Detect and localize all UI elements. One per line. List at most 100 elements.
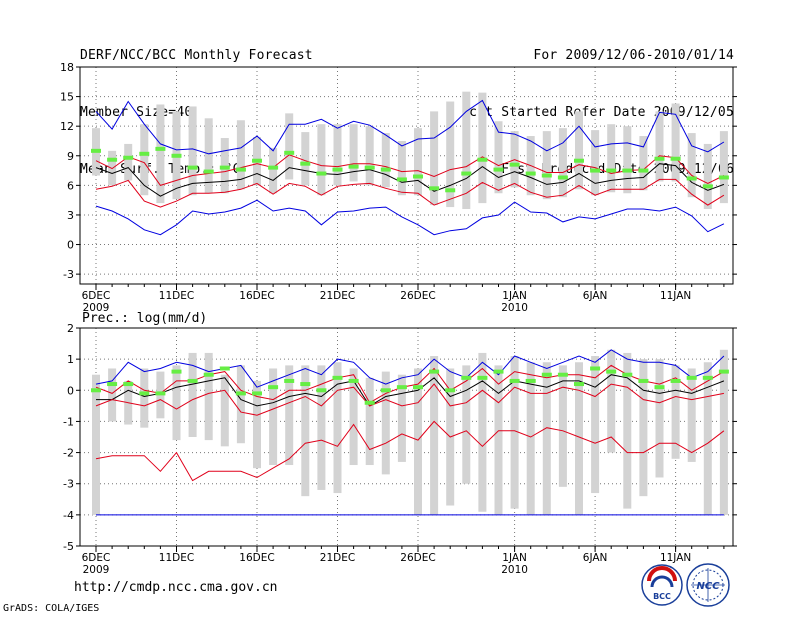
observed-marker: [284, 378, 295, 383]
spread-box: [365, 126, 374, 186]
spread-box: [317, 365, 326, 490]
spread-box: [430, 111, 439, 206]
spread-box: [397, 140, 406, 196]
spread-box: [414, 368, 422, 515]
spread-box: [269, 147, 278, 194]
observed-marker: [574, 382, 584, 387]
observed-marker: [525, 378, 536, 383]
observed-marker: [702, 184, 713, 189]
spread-box: [204, 118, 213, 194]
x-tick-label: 26DEC: [400, 290, 435, 302]
observed-marker: [702, 375, 713, 380]
y-tick-label: 12: [60, 120, 74, 133]
observed-marker: [461, 171, 472, 176]
series-line-upper: [95, 154, 725, 186]
x-tick-label: 11DEC: [159, 552, 194, 564]
observed-marker: [509, 378, 520, 383]
y-tick-label: -3: [63, 478, 74, 491]
observed-marker: [654, 156, 665, 161]
observed-marker: [155, 146, 166, 151]
spread-box: [703, 362, 712, 515]
observed-marker: [107, 157, 118, 162]
spread-box: [333, 362, 342, 494]
forecast-period: For 2009/12/06-2010/01/14: [533, 48, 734, 63]
spread-box: [510, 356, 519, 509]
observed-marker: [364, 400, 375, 405]
series-line-max: [95, 349, 725, 388]
observed-marker: [268, 385, 279, 390]
spread-box: [140, 368, 149, 428]
observed-marker: [590, 366, 601, 371]
spread-box: [108, 368, 117, 422]
observed-marker: [123, 382, 134, 387]
observed-marker: [252, 158, 262, 163]
y-tick-label: 9: [67, 150, 74, 163]
spread-box: [140, 124, 149, 196]
spread-box: [494, 121, 503, 194]
observed-marker: [590, 168, 601, 173]
spread-box: [333, 124, 342, 186]
spread-box: [462, 91, 471, 210]
observed-marker: [654, 385, 665, 390]
y-tick-label: -5: [63, 540, 74, 553]
observed-marker: [445, 388, 456, 393]
y-tick-label: -1: [63, 415, 74, 428]
observed-marker: [541, 173, 552, 178]
observed-marker: [235, 167, 246, 172]
observed-marker: [718, 175, 729, 180]
observed-marker: [638, 378, 649, 383]
observed-marker: [574, 158, 584, 163]
observed-marker: [509, 162, 520, 167]
spread-box: [591, 356, 600, 494]
observed-marker: [557, 372, 568, 377]
observed-marker: [139, 391, 150, 396]
spread-box: [236, 365, 245, 444]
observed-marker: [235, 391, 246, 396]
panel-title: Prec.: log(mm/d): [82, 311, 207, 326]
observed-marker: [413, 174, 423, 179]
observed-marker: [525, 171, 536, 176]
source-url[interactable]: http://cmdp.ncc.cma.gov.cn: [74, 580, 278, 595]
spread-box: [301, 132, 310, 186]
observed-marker: [380, 167, 391, 172]
observed-marker: [622, 372, 633, 377]
observed-marker: [107, 382, 118, 387]
spread-box: [687, 133, 696, 198]
observed-marker: [284, 150, 295, 155]
x-tick-label: 6JAN: [583, 290, 608, 302]
observed-marker: [622, 168, 633, 173]
x-tick-label: 16DEC: [239, 552, 274, 564]
spread-box: [478, 352, 487, 512]
spread-box: [591, 130, 600, 196]
spread-box: [462, 365, 471, 484]
bcc-logo: BCC: [641, 564, 683, 606]
observed-marker: [493, 167, 504, 172]
observed-marker: [686, 176, 697, 181]
spread-box: [655, 111, 664, 182]
plot-frame: [79, 66, 734, 285]
observed-marker: [139, 151, 150, 156]
spread-box: [671, 365, 680, 459]
chart-panel-2: Prec.: log(mm/d)-5-4-3-2-10126DEC200911D…: [63, 311, 737, 576]
series-line-min: [95, 420, 725, 482]
spread-box: [607, 124, 616, 193]
observed-marker: [348, 378, 359, 383]
spread-box: [526, 362, 535, 515]
observed-marker: [219, 165, 230, 170]
observed-marker: [316, 171, 327, 176]
spread-box: [397, 374, 406, 462]
observed-marker: [686, 375, 697, 380]
spread-box: [188, 106, 197, 196]
observed-marker: [203, 169, 214, 174]
spread-box: [220, 374, 229, 447]
y-tick-label: 0: [67, 239, 74, 252]
spread-box: [607, 349, 616, 453]
x-tick-label: 6DEC: [82, 552, 111, 564]
spread-box: [92, 374, 100, 515]
spread-box: [671, 103, 680, 182]
spread-box: [236, 120, 245, 190]
x-tick-label: 1JAN: [502, 552, 527, 564]
spread-box: [414, 128, 422, 196]
